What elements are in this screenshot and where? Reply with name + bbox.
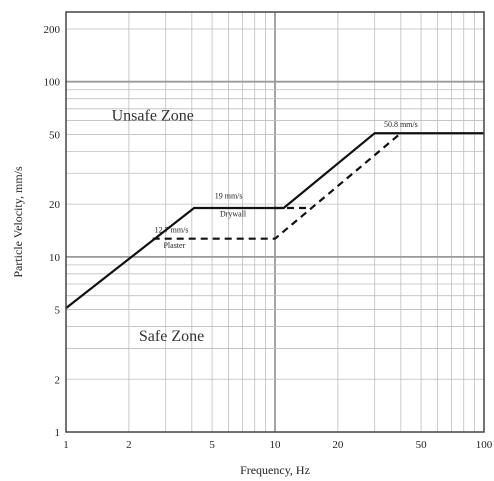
zone-label: Unsafe Zone xyxy=(112,108,194,125)
annotation-label: Plaster xyxy=(163,241,185,250)
series-line-0 xyxy=(65,132,484,309)
grid xyxy=(66,12,484,432)
y-tick-label: 5 xyxy=(55,305,61,317)
x-tick-label: 5 xyxy=(209,439,215,451)
annotation-label: 19 mm/s xyxy=(215,192,243,201)
x-axis-title: Frequency, Hz xyxy=(240,463,310,477)
annotations: Unsafe Zone Safe Zone 19 mm/s Drywall 12.7 m… xyxy=(112,108,418,346)
plot-frame xyxy=(65,11,485,433)
y-tick-label: 50 xyxy=(49,129,61,141)
series-line-1 xyxy=(152,132,402,240)
annotation-label: Drywall xyxy=(220,209,247,218)
annotation-label: 12.7 mm/s xyxy=(155,225,189,234)
y-tick-label: 1 xyxy=(55,427,61,439)
y-tick-label: 2 xyxy=(55,374,61,386)
tick-labels: 1 2 5 10 20 50 100 1 2 5 10 20 50 100 200 xyxy=(44,24,493,451)
y-tick-label: 100 xyxy=(44,77,61,89)
x-tick-label: 20 xyxy=(332,439,344,451)
series-group xyxy=(65,132,484,309)
x-tick-label: 10 xyxy=(270,439,282,451)
x-tick-label: 2 xyxy=(126,439,132,451)
x-tick-label: 1 xyxy=(63,439,69,451)
y-tick-label: 20 xyxy=(49,199,61,211)
y-tick-label: 200 xyxy=(44,24,61,36)
x-tick-label: 50 xyxy=(416,439,428,451)
y-axis-title: Particle Velocity, mm/s xyxy=(11,166,25,278)
annotation-label: 50.8 mm/s xyxy=(384,120,418,129)
zone-label: Safe Zone xyxy=(139,328,204,345)
x-tick-label: 100 xyxy=(476,439,493,451)
y-tick-label: 10 xyxy=(49,252,61,264)
